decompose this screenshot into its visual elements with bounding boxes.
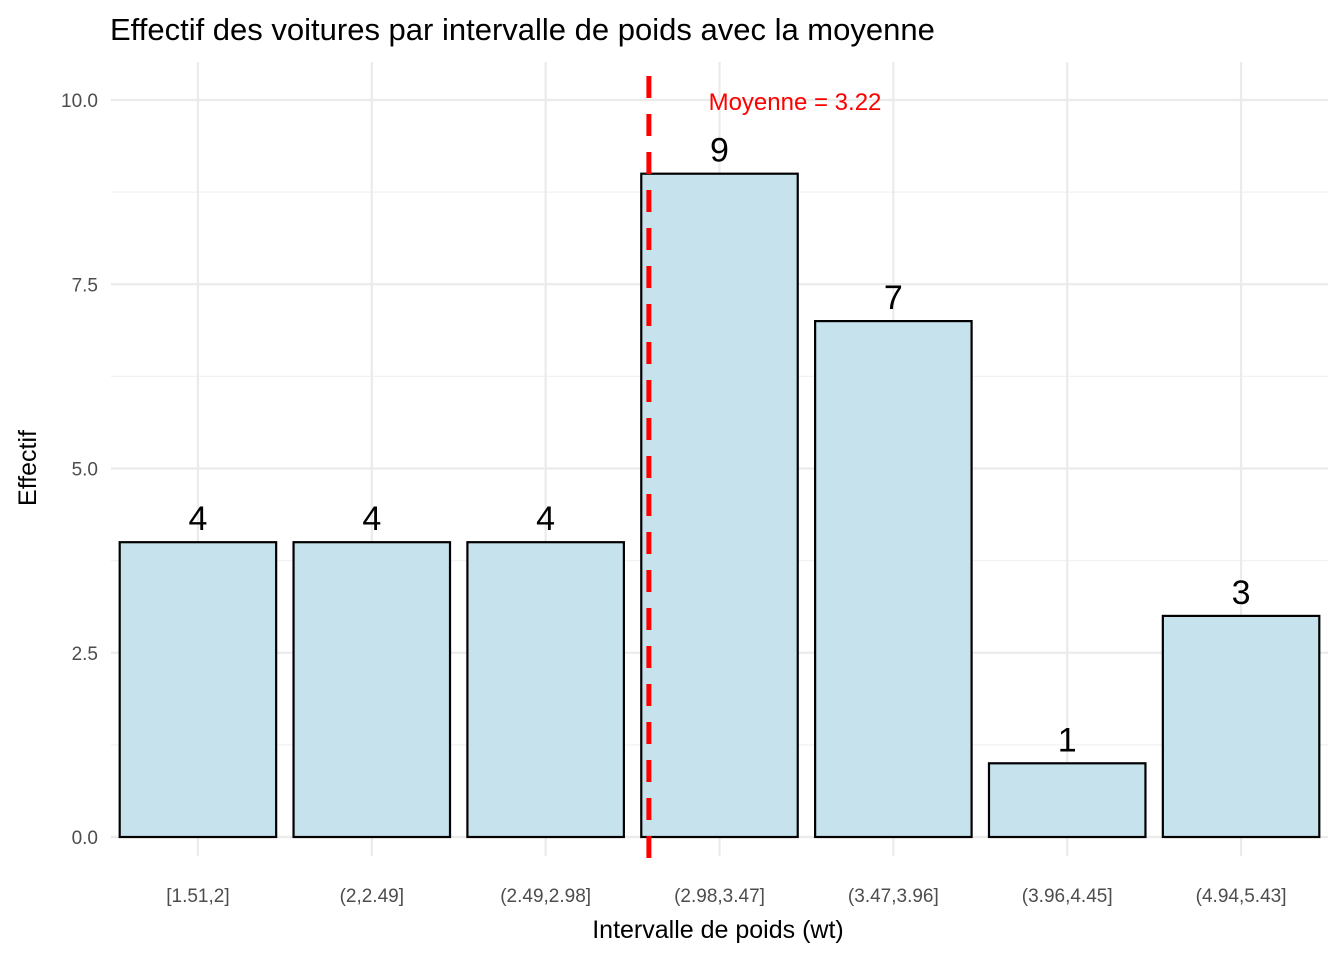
- x-tick-label: (3.47,3.96]: [848, 886, 939, 907]
- bar-value-label: 4: [536, 500, 555, 538]
- bars: [118, 172, 1321, 839]
- bar: [118, 541, 278, 839]
- bar: [814, 320, 973, 839]
- bar: [987, 762, 1147, 839]
- bar-labels: 4 4 4 9 7 1 3: [188, 132, 1250, 760]
- mean-marker: Moyenne = 3.22: [646, 76, 882, 872]
- bar: [640, 172, 799, 839]
- bar-value-label: 3: [1232, 574, 1251, 612]
- x-tick-label: (2.49,2.98]: [500, 886, 591, 907]
- x-tick-label: (3.96,4.45]: [1022, 886, 1113, 907]
- x-tick-label: (2,2.49]: [340, 886, 404, 907]
- bar-value-label: 4: [188, 500, 207, 538]
- bar-value-label: 7: [884, 279, 903, 317]
- y-tick-label: 5.0: [72, 460, 98, 481]
- bar: [292, 541, 452, 839]
- bar-value-label: 4: [362, 500, 381, 538]
- y-tick-label: 0.0: [72, 828, 98, 849]
- x-tick-label: [1.51,2]: [166, 886, 229, 907]
- y-tick-label: 10.0: [61, 91, 98, 112]
- bar: [466, 541, 625, 839]
- x-axis-title: Intervalle de poids (wt): [592, 916, 844, 944]
- x-axis-ticks: [1.51,2] (2,2.49] (2.49,2.98] (2.98,3.47] (3…: [166, 886, 1286, 907]
- mean-annotation: Moyenne = 3.22: [709, 89, 882, 116]
- y-axis-title: Effectif: [14, 430, 42, 506]
- chart-title: Effectif des voitures par intervalle de …: [110, 12, 935, 47]
- y-tick-label: 2.5: [72, 644, 98, 665]
- x-tick-label: (4.94,5.43]: [1196, 886, 1287, 907]
- y-tick-label: 7.5: [72, 275, 98, 296]
- x-tick-label: (2.98,3.47]: [674, 886, 765, 907]
- y-axis-ticks: 0.0 2.5 5.0 7.5 10.0: [61, 91, 98, 849]
- bar: [1161, 614, 1321, 839]
- bar-value-label: 1: [1058, 721, 1077, 759]
- bar-value-label: 9: [710, 132, 729, 170]
